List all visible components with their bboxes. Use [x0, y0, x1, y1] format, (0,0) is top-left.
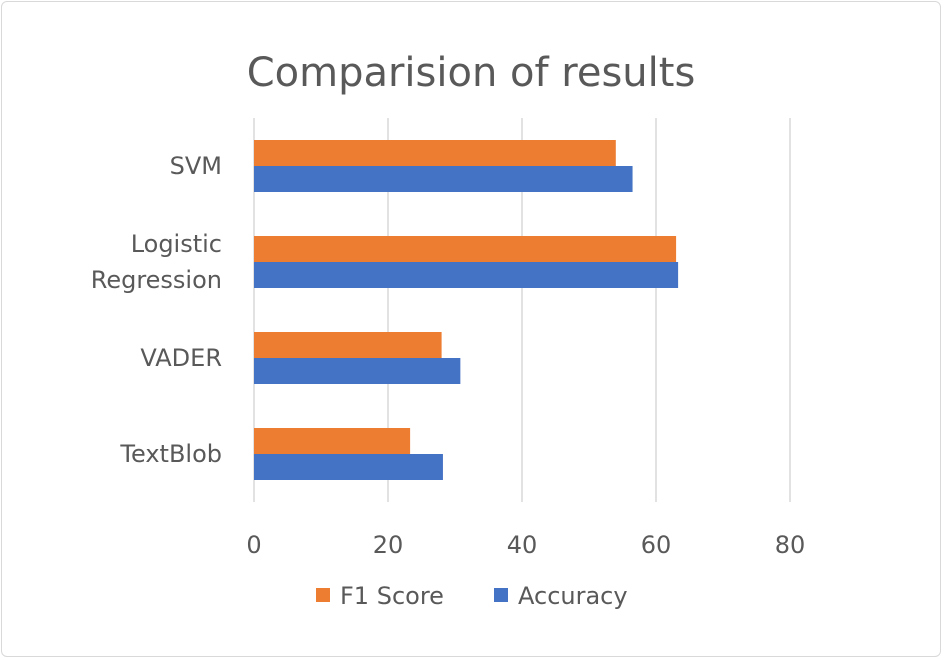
chart-title: Comparision of results — [247, 50, 696, 96]
category-label-1: Logistic Regression — [91, 230, 222, 294]
bar-f1-score-1 — [254, 236, 677, 262]
legend-label-f1-score: F1 Score — [340, 582, 444, 610]
x-tick-label-2: 40 — [507, 531, 538, 559]
category-labels: SVM Logistic Regression VADER TextBlob — [91, 152, 222, 468]
bar-accuracy-2 — [254, 358, 461, 384]
bars — [254, 140, 679, 480]
category-label-3: TextBlob — [119, 440, 222, 468]
legend-label-accuracy: Accuracy — [518, 582, 628, 610]
x-tick-label-3: 60 — [641, 531, 672, 559]
x-tick-label-4: 80 — [775, 531, 806, 559]
legend: F1 Score Accuracy — [316, 582, 628, 610]
bar-accuracy-3 — [254, 454, 443, 480]
x-tick-label-0: 0 — [246, 531, 261, 559]
category-label-0: SVM — [170, 152, 222, 180]
bar-accuracy-1 — [254, 262, 679, 288]
x-tick-label-1: 20 — [373, 531, 404, 559]
legend-swatch-accuracy — [494, 588, 508, 602]
x-axis-tick-labels: 0 20 40 60 80 — [246, 531, 805, 559]
category-label-2: VADER — [140, 344, 222, 372]
legend-swatch-f1-score — [316, 588, 330, 602]
bar-f1-score-0 — [254, 140, 616, 166]
bar-f1-score-3 — [254, 428, 411, 454]
bar-accuracy-0 — [254, 166, 633, 192]
bar-f1-score-2 — [254, 332, 442, 358]
